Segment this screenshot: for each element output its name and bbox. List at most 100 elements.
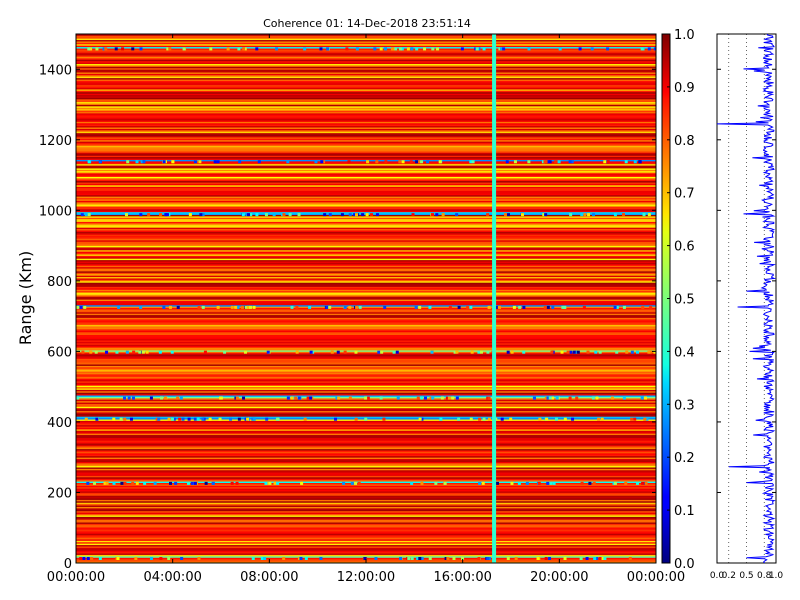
heatmap-band	[76, 498, 656, 500]
heatmap-range-bands	[76, 34, 656, 563]
heatmap-speckle	[398, 47, 402, 51]
heatmap-band	[76, 299, 656, 302]
heatmap-speckle	[242, 396, 246, 400]
heatmap-speckle	[272, 213, 276, 217]
heatmap-band	[76, 531, 656, 534]
heatmap-speckle	[288, 213, 292, 217]
heatmap-speckle	[416, 557, 420, 561]
heatmap-speckle	[423, 47, 427, 51]
heatmap-band	[76, 227, 656, 230]
heatmap-speckle	[557, 160, 561, 164]
heatmap-speckle	[455, 350, 459, 354]
heatmap-speckle	[486, 350, 490, 354]
heatmap-speckle	[230, 481, 234, 485]
heatmap-band	[76, 252, 656, 255]
heatmap-speckle	[263, 557, 267, 561]
heatmap-band	[76, 465, 656, 468]
heatmap-speckle	[170, 350, 174, 354]
heatmap-band	[76, 146, 656, 149]
heatmap-speckle	[600, 557, 604, 561]
heatmap-speckle	[355, 305, 359, 309]
heatmap-speckle	[252, 305, 256, 309]
heatmap-band	[76, 270, 656, 273]
heatmap-speckle	[420, 481, 424, 485]
heatmap-band	[76, 454, 656, 457]
heatmap-speckle	[238, 160, 242, 164]
heatmap-band	[76, 496, 656, 499]
heatmap-band	[76, 207, 656, 210]
heatmap-band	[76, 163, 656, 166]
heatmap-speckle	[240, 305, 244, 309]
heatmap-speckle	[343, 305, 347, 309]
heatmap-speckle	[641, 481, 645, 485]
heatmap-speckle	[176, 305, 180, 309]
heatmap-speckle	[625, 350, 629, 354]
heatmap-band	[76, 293, 656, 296]
heatmap-speckle	[428, 557, 432, 561]
heatmap-speckle	[420, 557, 424, 561]
heatmap-speckle	[532, 396, 536, 400]
heatmap-band	[76, 300, 656, 303]
heatmap-speckle	[633, 417, 637, 421]
heatmap-band	[76, 139, 656, 142]
heatmap-speckle	[513, 160, 517, 164]
heatmap-speckle	[199, 213, 203, 217]
heatmap-band	[76, 89, 656, 91]
heatmap-speckle	[335, 396, 339, 400]
heatmap-band	[76, 503, 656, 506]
heatmap-speckle	[546, 160, 550, 164]
heatmap-speckle	[234, 305, 238, 309]
heatmap-band	[76, 180, 656, 183]
heatmap-speckle	[249, 213, 253, 217]
heatmap-speckle	[379, 396, 383, 400]
heatmap-band	[76, 258, 656, 261]
heatmap-speckle	[546, 396, 550, 400]
heatmap-band	[76, 276, 656, 279]
heatmap-band	[76, 239, 656, 242]
heatmap-speckle	[79, 305, 83, 309]
heatmap-band	[76, 104, 656, 107]
heatmap-band	[76, 215, 656, 218]
heatmap-low-coherence-features	[76, 34, 656, 563]
heatmap-speckle	[497, 305, 501, 309]
heatmap-speckle	[478, 417, 482, 421]
heatmap-speckle	[645, 417, 649, 421]
heatmap-speckle	[500, 417, 504, 421]
heatmap-speckle	[643, 417, 647, 421]
heatmap-speckle	[443, 481, 447, 485]
heatmap-band	[76, 98, 656, 101]
heatmap-speckle	[79, 557, 83, 561]
heatmap-speckle	[243, 47, 247, 51]
y-axis: 0 200 400 600 800 1000 1200 1400	[39, 63, 656, 572]
side-profile-axes: 0.00.2 0.5 0.81.0	[710, 68, 783, 581]
heatmap-speckle	[203, 350, 207, 354]
heatmap-band	[76, 541, 656, 544]
heatmap-speckle	[174, 481, 178, 485]
heatmap-speckle	[624, 160, 628, 164]
heatmap-band	[76, 517, 656, 520]
heatmap-band	[76, 112, 656, 115]
heatmap-speckle	[453, 350, 457, 354]
heatmap-speckle	[595, 557, 599, 561]
heatmap-band	[76, 42, 656, 45]
heatmap-band	[76, 38, 656, 41]
heatmap-band	[76, 220, 656, 223]
heatmap-speckle	[218, 417, 222, 421]
heatmap-band	[76, 128, 656, 131]
heatmap-band	[76, 428, 656, 431]
heatmap-speckle	[455, 396, 459, 400]
heatmap-speckle	[155, 417, 159, 421]
heatmap-band	[76, 135, 656, 138]
heatmap-speckle	[120, 481, 124, 485]
heatmap-speckle	[586, 350, 590, 354]
heatmap-band	[76, 87, 656, 90]
y-tick-label: 600	[47, 345, 72, 360]
heatmap-band	[76, 230, 656, 232]
heatmap-speckle	[282, 557, 286, 561]
heatmap-speckle	[243, 350, 247, 354]
heatmap-speckle	[418, 557, 422, 561]
heatmap-band	[76, 237, 656, 239]
heatmap-band	[76, 90, 656, 93]
heatmap-speckle	[550, 350, 554, 354]
heatmap-speckle	[420, 160, 424, 164]
